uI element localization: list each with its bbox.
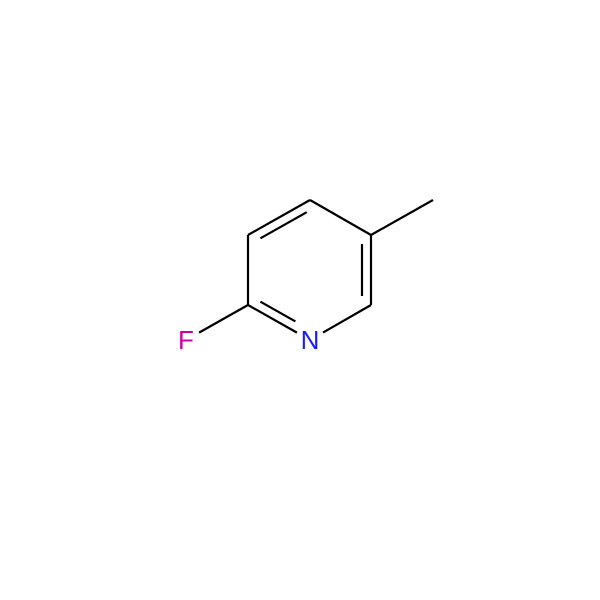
- bond: [260, 302, 295, 322]
- atom-label-n: N: [301, 325, 320, 355]
- bond: [371, 200, 433, 235]
- bond: [310, 200, 371, 235]
- molecule-diagram: FN: [0, 0, 600, 600]
- bond: [248, 200, 310, 235]
- atom-label-f: F: [178, 325, 194, 355]
- bond: [323, 305, 371, 333]
- bond: [199, 305, 248, 333]
